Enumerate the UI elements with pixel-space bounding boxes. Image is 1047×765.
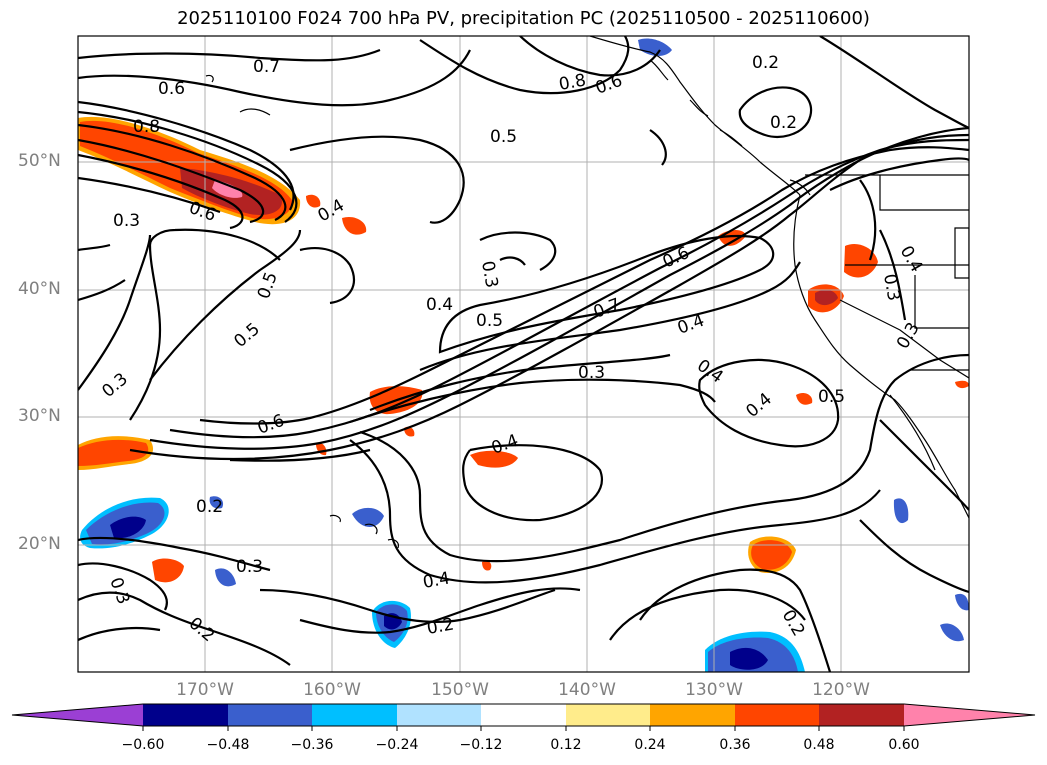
contour-label: 0.5	[476, 311, 503, 331]
map-frame	[77, 35, 970, 673]
colorbar-segment	[312, 704, 397, 726]
contour-label: 0.3	[578, 363, 605, 383]
contour-label: 0.6	[660, 243, 693, 273]
colorbar-tick-label: 0.60	[888, 737, 920, 753]
colorbar-tick-label: 0.36	[719, 737, 751, 753]
contour-label: 0.4	[421, 569, 451, 593]
contour-label: 0.2	[185, 614, 219, 647]
precip-negative-shading	[80, 38, 969, 672]
contour-label: 0.6	[255, 411, 287, 439]
colorbar-segment	[650, 704, 735, 726]
contour-label: 0.4	[675, 311, 707, 339]
colorbar-tick-label: −0.48	[206, 737, 250, 753]
colorbar-tick-label: 0.12	[550, 737, 582, 753]
contour-label: 0.2	[752, 53, 779, 73]
lon-label: 150°W	[431, 680, 489, 700]
contour-label: 0.5	[230, 319, 264, 352]
colorbar-tick-label: −0.36	[290, 737, 334, 753]
contour-label: 0.2	[425, 615, 455, 639]
contour-label: 0.5	[254, 269, 282, 301]
coastlines	[205, 36, 969, 549]
colorbar-segment	[143, 704, 228, 726]
contour-label: 0.8	[557, 71, 587, 95]
contour-label: 0.3	[893, 319, 924, 352]
lat-label: 50°N	[18, 151, 61, 171]
contour-label: 0.2	[778, 607, 809, 640]
contour-label: 0.8	[133, 117, 160, 137]
colorbar-segment	[228, 704, 312, 726]
contour-label: 0.7	[253, 57, 280, 77]
contour-label: 0.4	[489, 431, 521, 459]
contour-label: 0.5	[490, 127, 517, 147]
colorbar-segment	[735, 704, 819, 726]
contour-label: 0.4	[896, 243, 927, 276]
lon-label: 140°W	[558, 680, 616, 700]
contour-label: 0.3	[879, 272, 903, 302]
lat-label: 40°N	[18, 279, 61, 299]
gridlines	[78, 36, 969, 672]
lat-label: 20°N	[18, 534, 61, 554]
colorbar-segment	[481, 704, 566, 726]
lon-label: 130°W	[685, 680, 743, 700]
colorbar	[11, 703, 1036, 731]
contour-label: 0.2	[770, 113, 797, 133]
colorbar-tick-label: −0.24	[375, 737, 419, 753]
colorbar-segment	[819, 704, 904, 726]
map-title: 2025110100 F024 700 hPa PV, precipitatio…	[177, 8, 870, 29]
contour-label: 0.6	[158, 79, 185, 99]
contour-label: 0.4	[693, 356, 727, 388]
contour-label: 0.3	[113, 211, 140, 231]
contour-label: 0.4	[426, 295, 453, 315]
contour-label: 0.5	[818, 387, 845, 407]
contour-label: 0.3	[105, 575, 133, 607]
colorbar-segment	[397, 704, 481, 726]
colorbar-tick-label: −0.12	[459, 737, 503, 753]
colorbar-tick-label: 0.24	[634, 737, 666, 753]
colorbar-segment	[566, 704, 650, 726]
colorbar-tick-label: −0.60	[121, 737, 165, 753]
contour-label: 0.3	[236, 557, 263, 577]
lon-label: 120°W	[812, 680, 870, 700]
lat-label: 30°N	[18, 406, 61, 426]
pv-contours	[78, 36, 969, 672]
colorbar-tick-label: 0.48	[803, 737, 835, 753]
contour-label: 0.3	[98, 369, 132, 402]
colorbar-extend-min	[12, 704, 143, 726]
lon-label: 160°W	[303, 680, 361, 700]
colorbar-extend-max	[904, 704, 1035, 726]
lon-label: 170°W	[176, 680, 234, 700]
contour-label: 0.2	[196, 497, 223, 517]
contour-label: 0.3	[477, 259, 501, 289]
